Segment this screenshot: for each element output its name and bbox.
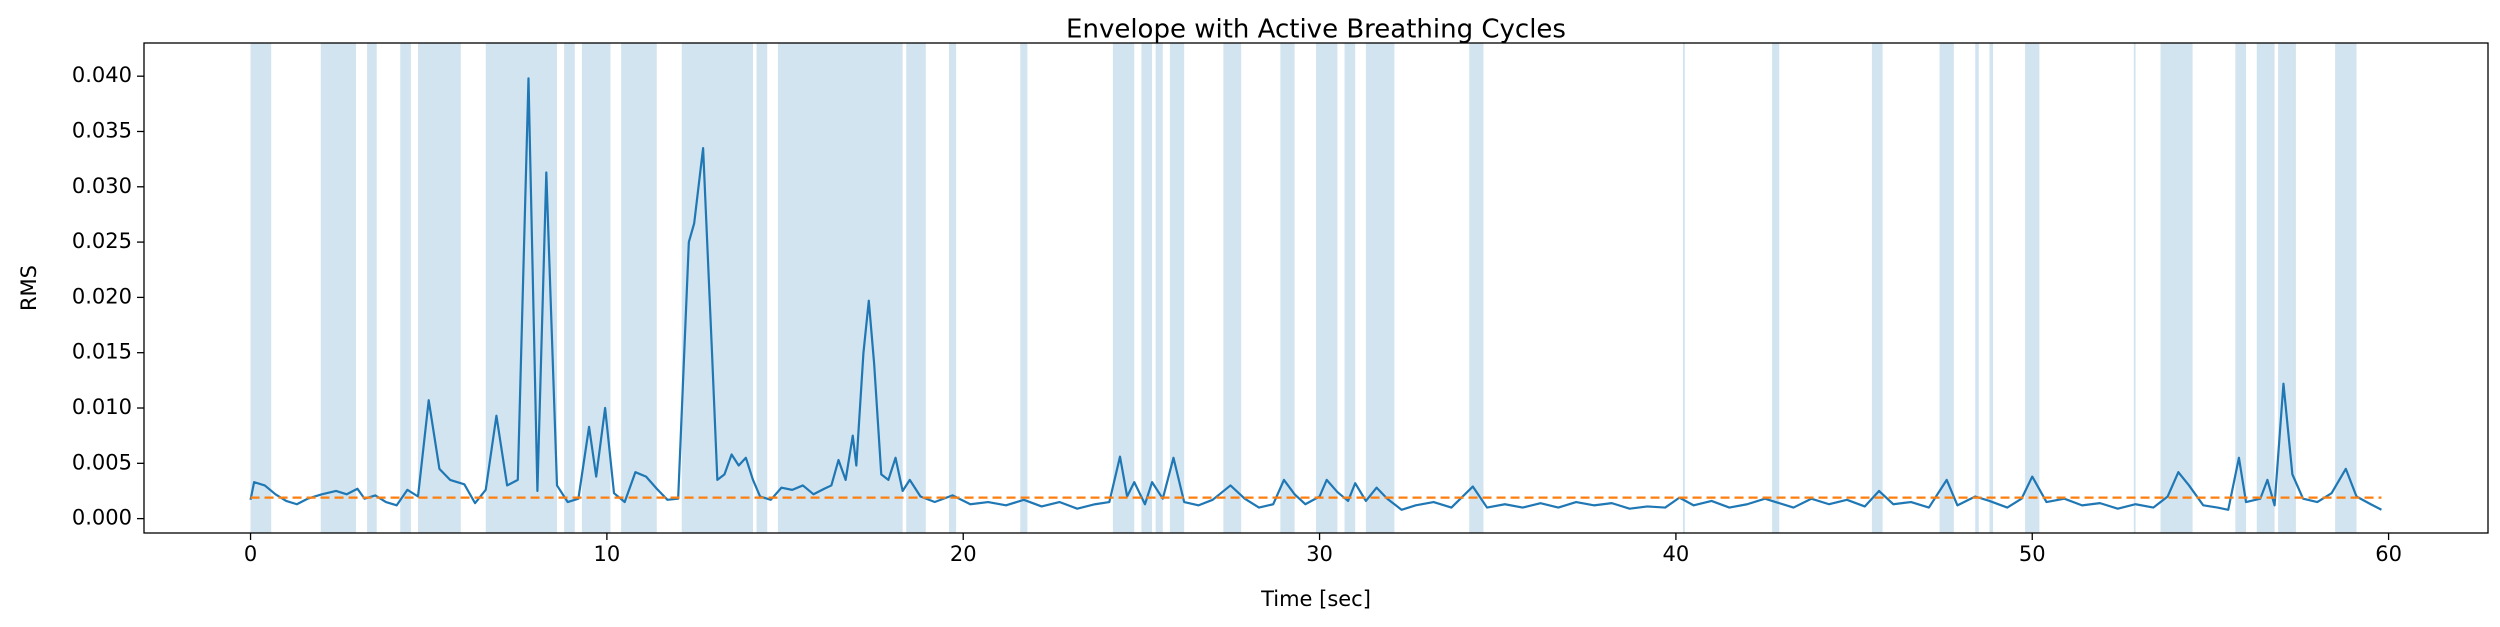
chart-title: Envelope with Active Breathing Cycles — [1066, 15, 1566, 45]
envelope-line — [249, 77, 2382, 511]
x-tick-label: 60 — [2375, 542, 2402, 566]
active-span — [564, 43, 575, 533]
active-span — [2256, 43, 2275, 533]
active-span — [621, 43, 657, 533]
active-span — [1365, 43, 1395, 533]
active-span — [1344, 43, 1356, 533]
active-span — [1169, 43, 1185, 533]
y-axis-label: RMS — [17, 265, 41, 311]
active-span — [367, 43, 377, 533]
x-tick-label: 50 — [2019, 542, 2046, 566]
active-span — [418, 43, 461, 533]
active-span — [320, 43, 357, 533]
active-span — [1772, 43, 1780, 533]
active-span — [1141, 43, 1153, 533]
active-span — [2160, 43, 2193, 533]
x-tick-label: 10 — [594, 542, 621, 566]
active-span — [1469, 43, 1484, 533]
active-span — [1871, 43, 1883, 533]
active-span — [756, 43, 768, 533]
active-span — [2335, 43, 2357, 533]
active-span — [1223, 43, 1242, 533]
y-tick-label: 0.035 — [72, 118, 132, 142]
active-span — [1020, 43, 1028, 533]
y-tick-label: 0.020 — [72, 284, 132, 308]
active-span — [1155, 43, 1163, 533]
x-tick-label: 20 — [950, 542, 977, 566]
active-span — [906, 43, 926, 533]
x-tick-label: 40 — [1663, 542, 1690, 566]
active-span — [400, 43, 411, 533]
y-tick-label: 0.025 — [72, 229, 132, 253]
active-span — [777, 43, 903, 533]
active-span — [1975, 43, 1979, 533]
active-span — [1112, 43, 1135, 533]
active-span — [1316, 43, 1338, 533]
active-span — [2025, 43, 2040, 533]
active-span — [1280, 43, 1295, 533]
y-tick-label: 0.005 — [72, 450, 132, 474]
active-span — [581, 43, 611, 533]
y-tick-label: 0.015 — [72, 340, 132, 364]
y-tick-label: 0.010 — [72, 395, 132, 419]
plot-frame — [143, 42, 2489, 534]
active-span — [948, 43, 957, 533]
y-tick-label: 0.040 — [72, 63, 132, 87]
active-span — [250, 43, 272, 533]
y-tick-label: 0.030 — [72, 174, 132, 198]
active-span — [1939, 43, 1954, 533]
active-span — [2235, 43, 2247, 533]
active-span — [2133, 43, 2136, 533]
active-span — [2278, 43, 2296, 533]
active-span — [485, 43, 557, 533]
active-span — [681, 43, 753, 533]
y-tick-label: 0.000 — [72, 506, 132, 530]
active-span — [1989, 43, 1994, 533]
active-span — [1683, 43, 1685, 533]
x-tick-label: 30 — [1306, 542, 1333, 566]
x-axis-label: Time [sec] — [1260, 587, 1371, 611]
x-tick-label: 0 — [244, 542, 257, 566]
